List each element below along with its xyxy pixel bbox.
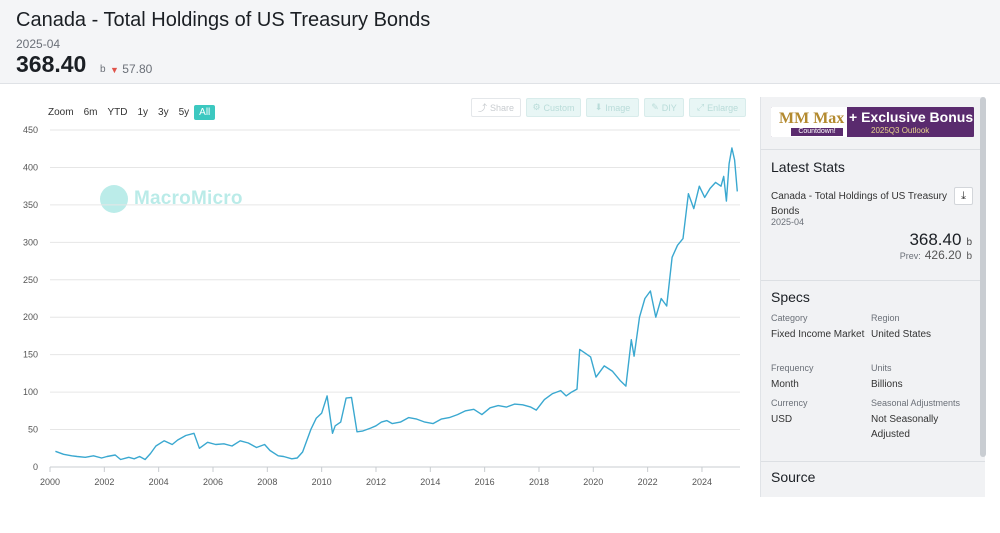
- specs-title: Specs: [771, 289, 810, 305]
- x-tick-label-2006: 2006: [203, 477, 223, 487]
- custom-button[interactable]: ⚙ Custom: [526, 98, 581, 117]
- sidebar-scrollbar[interactable]: [980, 97, 986, 457]
- chart-panel: [9, 95, 759, 495]
- banner-countdown: Countdown!: [791, 128, 843, 136]
- y-tick-label-250: 250: [23, 275, 38, 285]
- source-title: Source: [771, 469, 816, 485]
- y-tick-label-150: 150: [23, 350, 38, 360]
- banner-brand: MM Max: [779, 110, 845, 127]
- series-line[interactable]: [55, 147, 738, 461]
- spec-units: Units Billions: [871, 363, 903, 390]
- zoom-ytd[interactable]: YTD: [107, 107, 128, 118]
- x-tick-label-2002: 2002: [94, 477, 114, 487]
- x-tick-label-2018: 2018: [529, 477, 549, 487]
- latest-unit: b: [100, 64, 106, 75]
- latest-date: 2025-04: [16, 37, 61, 51]
- share-button[interactable]: ⤴ Share: [471, 98, 521, 117]
- download-icon: ⤓: [961, 190, 966, 202]
- pencil-icon: ✎: [651, 102, 659, 112]
- x-tick-label-2010: 2010: [312, 477, 332, 487]
- series-name: Canada - Total Holdings of US Treasury B…: [771, 191, 948, 217]
- page-title: Canada - Total Holdings of US Treasury B…: [16, 9, 431, 31]
- download-icon: ⬇: [594, 102, 603, 112]
- y-tick-label-450: 450: [23, 125, 38, 135]
- image-button[interactable]: ⬇ Image: [586, 98, 639, 117]
- zoom-label: Zoom: [48, 107, 74, 118]
- diy-button[interactable]: ✎ DIY: [644, 98, 684, 117]
- change-indicator: ▼ 57.80: [110, 62, 152, 76]
- spec-seasonal: Seasonal Adjustments Not Seasonally Adjus…: [871, 398, 961, 440]
- y-tick-label-300: 300: [23, 237, 38, 247]
- x-tick-label-2016: 2016: [475, 477, 495, 487]
- change-value: 57.80: [122, 62, 153, 76]
- zoom-all[interactable]: All: [194, 105, 216, 120]
- zoom-6m[interactable]: 6m: [83, 107, 98, 118]
- expand-icon: ⤢: [696, 102, 705, 112]
- enlarge-button[interactable]: ⤢ Enlarge: [689, 98, 746, 117]
- zoom-1y[interactable]: 1y: [137, 107, 149, 118]
- latest-stats-title: Latest Stats: [771, 159, 845, 175]
- y-tick-label-350: 350: [23, 200, 38, 210]
- x-tick-label-2020: 2020: [583, 477, 603, 487]
- latest-value: 368.40: [16, 51, 87, 77]
- x-tick-label-2024: 2024: [692, 477, 712, 487]
- chart-toolbar: ⤴ Share ⚙ Custom ⬇ Image ✎ DIY ⤢ Enlarge: [471, 98, 746, 117]
- down-arrow-icon: ▼: [110, 65, 119, 75]
- spec-frequency: Frequency Month: [771, 363, 814, 390]
- y-tick-label-200: 200: [23, 312, 38, 322]
- stat-prev-value: Prev: 426.20 b: [899, 248, 972, 262]
- download-button[interactable]: ⤓: [954, 187, 973, 205]
- y-tick-label-50: 50: [28, 425, 38, 435]
- y-tick-label-100: 100: [23, 387, 38, 397]
- series-date: 2025-04: [771, 217, 805, 227]
- x-tick-label-2012: 2012: [366, 477, 386, 487]
- x-tick-label-2000: 2000: [40, 477, 60, 487]
- x-tick-label-2004: 2004: [149, 477, 169, 487]
- share-icon: ⤴: [477, 103, 487, 113]
- gear-icon: ⚙: [532, 102, 541, 112]
- banner-outlook: 2025Q3 Outlook: [871, 126, 930, 135]
- spec-category: Category Fixed Income Market: [771, 313, 865, 340]
- x-tick-label-2014: 2014: [420, 477, 440, 487]
- sidebar: MM Max Countdown! + Exclusive Bonus 2025…: [760, 97, 985, 497]
- spec-currency: Currency USD: [771, 398, 808, 425]
- promo-banner[interactable]: MM Max Countdown! + Exclusive Bonus 2025…: [771, 107, 974, 137]
- zoom-bar: Zoom 6m YTD 1y 3y 5y All: [48, 105, 216, 120]
- y-tick-label-0: 0: [33, 462, 38, 472]
- x-tick-label-2022: 2022: [638, 477, 658, 487]
- line-chart[interactable]: 0 50 100 150 200 250 300 350 400 450 2000 2002 2004 2…: [0, 120, 760, 495]
- watermark: MacroMicro: [100, 185, 243, 213]
- zoom-5y[interactable]: 5y: [178, 107, 190, 118]
- y-tick-label-400: 400: [23, 162, 38, 172]
- macromicro-logo-icon: [100, 185, 128, 213]
- header-bar: Canada - Total Holdings of US Treasury B…: [0, 0, 1000, 84]
- spec-region: Region United States: [871, 313, 932, 340]
- x-tick-label-2008: 2008: [257, 477, 277, 487]
- banner-bonus: + Exclusive Bonus: [849, 109, 974, 125]
- stat-latest-value: 368.40 b: [909, 230, 972, 249]
- watermark-text: MacroMicro: [134, 188, 243, 209]
- zoom-3y[interactable]: 3y: [158, 107, 169, 118]
